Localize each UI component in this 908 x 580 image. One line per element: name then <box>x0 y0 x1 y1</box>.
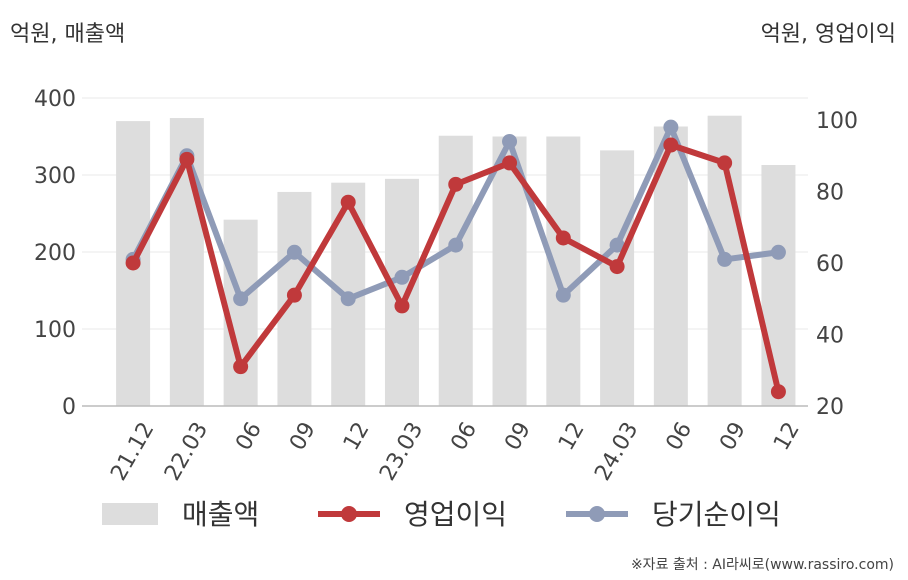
bar-revenue <box>438 135 473 407</box>
net-income-point <box>663 119 679 135</box>
y-right-tick-label: 80 <box>816 181 844 206</box>
left-axis-unit: 억원, 매출액 <box>10 22 126 47</box>
y-left-tick-label: 100 <box>34 318 76 343</box>
operating-profit-point <box>717 155 733 171</box>
bar-revenue <box>546 136 581 406</box>
source-note: ※자료 출처 : AI라씨로(www.rassiro.com) <box>630 557 894 573</box>
legend-marker-operating-profit <box>341 506 357 522</box>
bar-revenue <box>384 178 419 406</box>
x-tick-label: 12 <box>339 418 375 455</box>
net-income-point <box>340 291 356 307</box>
legend-label: 매출액 <box>182 498 259 531</box>
y-left-tick-label: 300 <box>34 164 76 189</box>
x-tick-label: 12 <box>554 418 590 455</box>
net-income-point <box>233 291 249 307</box>
x-tick-label: 06 <box>231 418 267 455</box>
legend-marker-net-income <box>589 506 605 522</box>
net-income-point <box>555 287 571 303</box>
net-income-point <box>286 244 302 260</box>
net-income-point <box>717 251 733 267</box>
x-tick-label: 06 <box>662 418 698 455</box>
operating-profit-point <box>340 194 356 210</box>
x-tick-label: 21.12 <box>106 418 159 485</box>
operating-profit-point <box>125 255 141 271</box>
legend-label: 영업이익 <box>404 498 507 531</box>
y-right-tick-label: 100 <box>816 109 858 134</box>
x-tick-label: 09 <box>285 418 321 455</box>
net-income-point <box>609 237 625 253</box>
x-tick-label: 22.03 <box>160 418 213 485</box>
y-right-tick-label: 20 <box>816 395 844 420</box>
y-left-tick-label: 200 <box>34 241 76 266</box>
y-left-tick-label: 400 <box>34 87 76 112</box>
operating-profit-point <box>233 359 249 375</box>
net-income-point <box>502 133 518 149</box>
right-axis-unit: 억원, 영업이익 <box>760 22 896 47</box>
operating-profit-point <box>663 137 679 153</box>
y-left-tick-label: 0 <box>62 395 76 420</box>
legend-swatch-revenue <box>102 503 158 525</box>
legend-label: 당기순이익 <box>652 498 781 531</box>
net-income-point <box>770 244 786 260</box>
x-tick-label: 06 <box>446 418 482 455</box>
net-income-point <box>448 237 464 253</box>
x-tick-label: 12 <box>769 418 805 455</box>
x-tick-label: 09 <box>715 418 751 455</box>
y-right-tick-label: 40 <box>816 324 844 349</box>
y-right-tick-label: 60 <box>816 252 844 277</box>
operating-profit-point <box>555 230 571 246</box>
operating-profit-point <box>394 298 410 314</box>
operating-profit-point <box>502 155 518 171</box>
x-tick-label: 24.03 <box>590 418 643 485</box>
bar-revenue <box>761 164 796 406</box>
operating-profit-point <box>179 151 195 167</box>
operating-profit-point <box>770 384 786 400</box>
net-income-point <box>394 269 410 285</box>
operating-profit-point <box>609 259 625 275</box>
x-tick-label: 09 <box>500 418 536 455</box>
bar-revenue <box>600 150 635 406</box>
x-tick-label: 23.03 <box>375 418 428 485</box>
operating-profit-point <box>286 287 302 303</box>
operating-profit-point <box>448 176 464 192</box>
